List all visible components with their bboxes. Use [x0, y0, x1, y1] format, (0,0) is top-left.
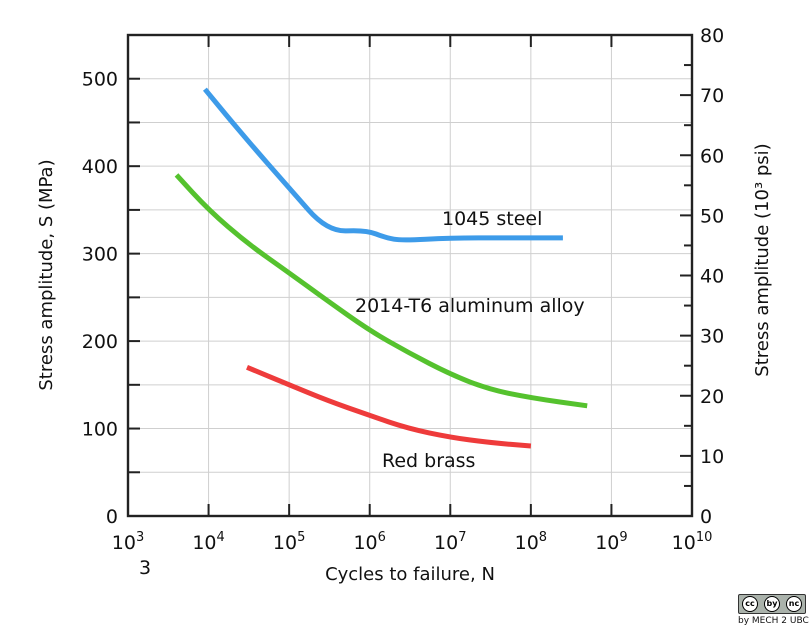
y-tick-label: 100: [82, 419, 118, 441]
y-tick-label: 400: [82, 156, 118, 178]
x-tick-label: 105: [273, 530, 305, 554]
y-tick-label: 300: [82, 244, 118, 266]
y2-tick-label: 20: [700, 386, 724, 408]
y-tick-label: 200: [82, 331, 118, 353]
x-tick-label: 104: [192, 530, 224, 554]
cc-icon: cc: [742, 596, 758, 612]
license-badge: cc by nc by MECH 2 UBC: [738, 594, 809, 628]
x-tick-label: 109: [595, 530, 627, 554]
y2-tick-label: 50: [700, 205, 724, 227]
y2-axis-title: Stress amplitude (10³ psi): [752, 143, 773, 376]
by-icon: by: [764, 596, 780, 612]
x-axis-title: Cycles to failure, N: [325, 564, 495, 585]
plot-frame: [126, 33, 694, 518]
y-tick-label: 0: [106, 506, 118, 528]
series-label-1045-steel: 1045 steel: [442, 208, 542, 230]
x-extra-label: 3: [139, 557, 151, 579]
series-line-1: [174, 173, 588, 409]
series-label-2014-t6-aluminum: 2014-T6 aluminum alloy: [355, 295, 585, 317]
series-label-red-brass: Red brass: [382, 450, 475, 472]
y2-tick-label: 30: [700, 326, 724, 348]
y2-tick-label: 60: [700, 145, 724, 167]
license-credit: by MECH 2 UBC: [738, 616, 809, 626]
grid: [128, 35, 692, 516]
y-tick-label: 500: [82, 69, 118, 91]
series-line-0: [202, 87, 563, 243]
y2-tick-label: 80: [700, 25, 724, 47]
x-tick-label: 1010: [672, 530, 713, 554]
series-line-2: [246, 364, 532, 449]
tick-labels: 103 104 105 106 107 108 109 1010301002003004005…: [82, 25, 724, 579]
axis-ticks: [127, 35, 693, 516]
x-tick-label: 103: [112, 530, 144, 554]
y-axis-title: Stress amplitude, S (MPa): [36, 159, 57, 390]
y2-tick-label: 0: [700, 506, 712, 528]
y2-tick-label: 70: [700, 85, 724, 107]
nc-icon: nc: [786, 596, 802, 612]
y2-tick-label: 40: [700, 266, 724, 288]
cc-by-nc-icon: cc by nc: [738, 594, 806, 614]
x-tick-label: 107: [434, 530, 466, 554]
series-lines: [174, 87, 588, 449]
x-tick-label: 108: [515, 530, 547, 554]
y2-tick-label: 10: [700, 446, 724, 468]
x-tick-label: 106: [353, 530, 385, 554]
